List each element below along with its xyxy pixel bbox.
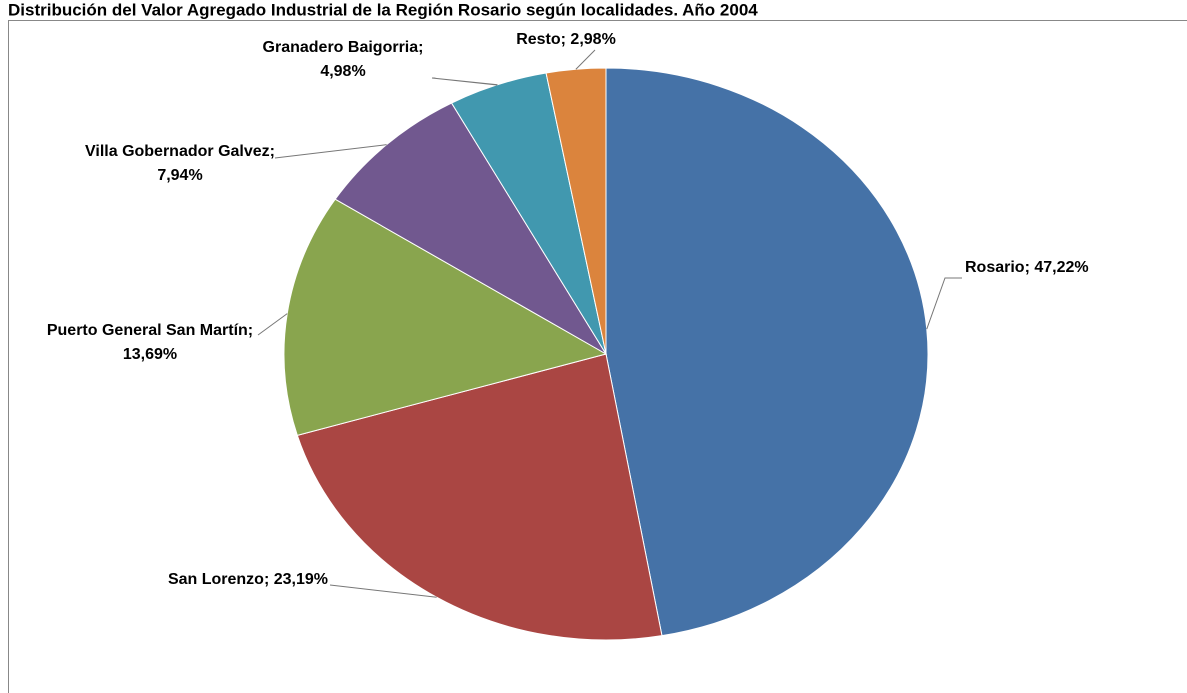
pie-slice [283, 198, 608, 436]
leader-line [257, 313, 288, 336]
label-category: Puerto General San Martín [46, 322, 248, 339]
label-category: Rosario [965, 259, 1025, 276]
label-value: 7,94% [157, 167, 203, 184]
data-label: Granadero Baigorria; 4,98% [253, 36, 433, 84]
label-value: 13,69% [122, 346, 178, 363]
chart-title: Distribución del Valor Agregado Industri… [8, 0, 758, 19]
data-label: Resto; 2,98% [486, 28, 646, 52]
label-value: 4,98% [320, 63, 366, 80]
label-separator: ; [1024, 259, 1035, 276]
label-value: 47,22% [1034, 259, 1089, 276]
data-label: San Lorenzo; 23,19% [88, 568, 328, 592]
pie-slice [605, 67, 929, 637]
label-separator: ; [560, 31, 571, 48]
data-label: Rosario; 47,22% [965, 256, 1165, 280]
leader-line [575, 49, 596, 70]
chart-border [8, 20, 1187, 693]
label-category: Granadero Baigorria [262, 39, 419, 56]
leader-line [329, 584, 437, 598]
label-separator: ; [418, 39, 424, 56]
label-separator: ; [247, 322, 254, 339]
leader-line [431, 77, 498, 86]
label-value: 2,98% [570, 31, 616, 48]
label-separator: ; [263, 571, 274, 588]
label-separator: ; [269, 143, 275, 160]
leader-line [274, 144, 387, 159]
pie-slice [334, 102, 607, 355]
label-category: Villa Gobernador Galvez [85, 143, 270, 160]
pie-slice [545, 67, 607, 355]
label-value: 23,19% [273, 571, 328, 588]
data-label: Puerto General San Martín; 13,69% [35, 319, 265, 367]
label-category: San Lorenzo [167, 571, 264, 588]
label-category: Resto [516, 31, 561, 48]
data-label: Villa Gobernador Galvez; 7,94% [80, 140, 280, 188]
leader-line [926, 277, 962, 330]
